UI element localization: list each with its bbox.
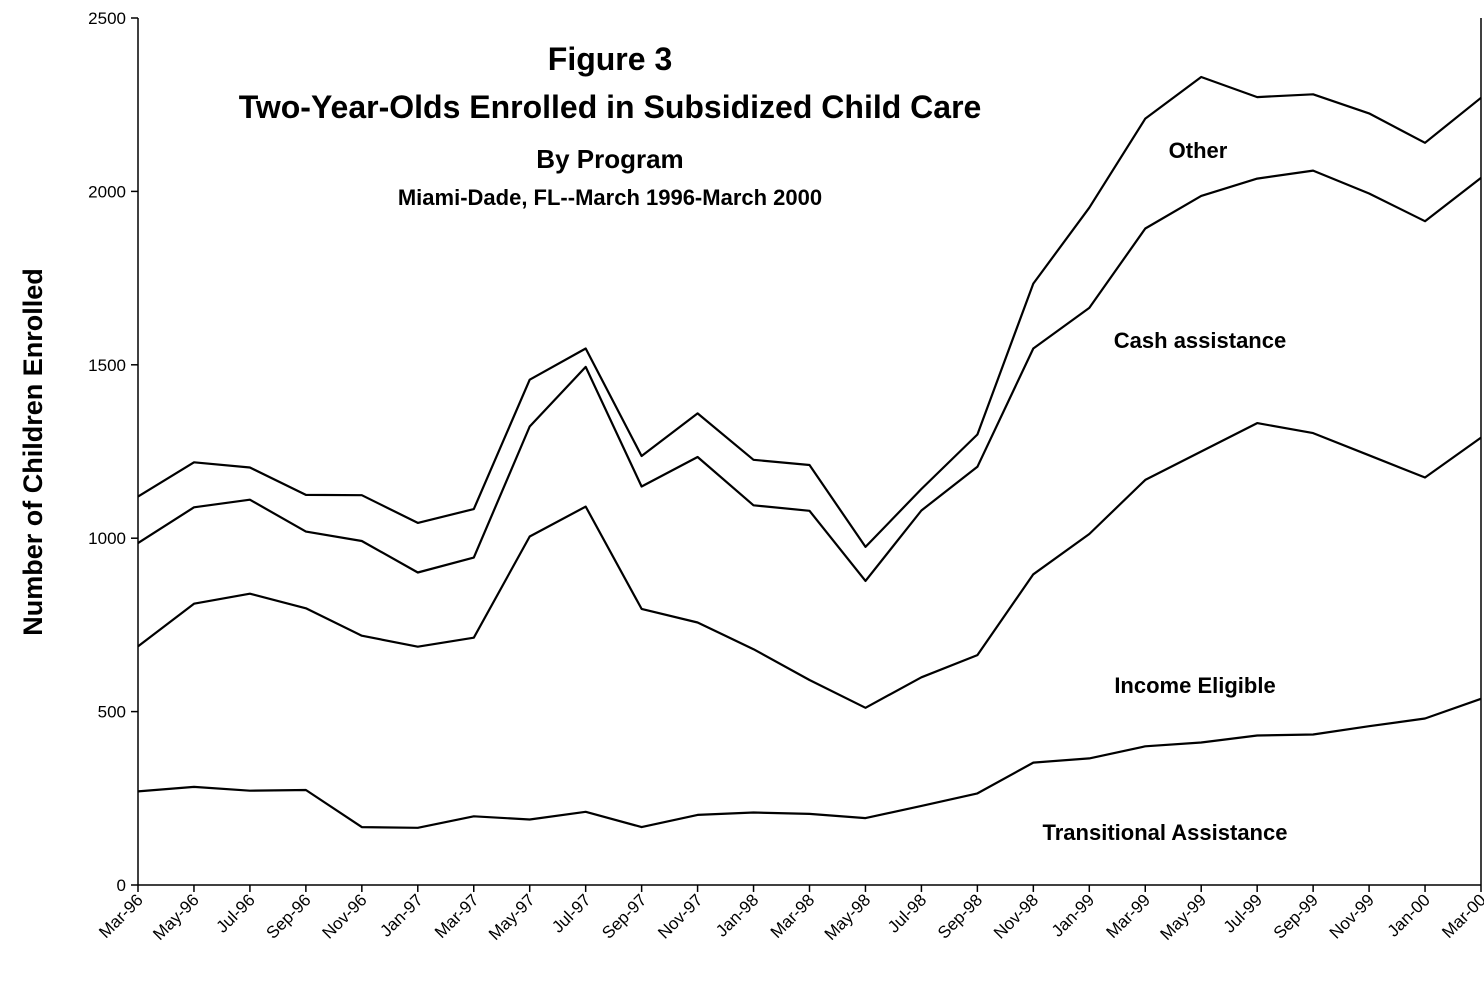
series-label-transitional-assistance: Transitional Assistance	[1043, 820, 1288, 845]
x-tick-label: Sep-97	[598, 890, 650, 942]
y-tick-label: 500	[98, 703, 126, 722]
y-tick-label: 1000	[88, 529, 126, 548]
series-line-transitional-assistance	[137, 697, 1482, 829]
x-tick-label: Jan-00	[1384, 890, 1434, 940]
x-tick-label: Mar-97	[431, 890, 483, 942]
series-label-income-eligible: Income Eligible	[1114, 673, 1275, 698]
y-tick-label: 1500	[88, 356, 126, 375]
x-tick-label: Nov-98	[990, 890, 1042, 942]
x-tick-label: May-99	[1157, 890, 1211, 944]
series-line-other	[137, 75, 1482, 549]
chart-subtitle-1: Two-Year-Olds Enrolled in Subsidized Chi…	[239, 89, 982, 125]
x-tick-label: Sep-96	[262, 890, 314, 942]
x-tick-label: Jan-97	[376, 890, 426, 940]
x-tick-label: Nov-96	[318, 890, 370, 942]
x-tick-label: Sep-99	[1270, 890, 1322, 942]
series-label-other: Other	[1169, 138, 1228, 163]
y-tick-label: 0	[117, 876, 126, 895]
x-tick-label: Jul-97	[548, 890, 594, 936]
chart-subtitle-2: By Program	[536, 144, 683, 174]
x-tick-label: Sep-98	[934, 890, 986, 942]
x-tick-label: Mar-98	[767, 890, 819, 942]
y-axis-title: Number of Children Enrolled	[18, 268, 48, 636]
x-tick-label: Mar-96	[95, 890, 147, 942]
series-labels: Transitional Assistance Income Eligible Ca…	[1043, 138, 1288, 845]
series-lines	[137, 75, 1482, 829]
x-tick-label: Jul-96	[213, 890, 259, 936]
x-tick-label: May-97	[485, 890, 539, 944]
x-tick-label: Jan-98	[712, 890, 762, 940]
x-tick-label: Nov-99	[1326, 890, 1378, 942]
chart-title: Figure 3	[548, 41, 672, 77]
x-tick-label: Jan-99	[1048, 890, 1098, 940]
x-tick-label: May-98	[821, 890, 875, 944]
x-tick-label: Jul-98	[884, 890, 930, 936]
x-tick-label: Mar-00	[1438, 890, 1484, 942]
x-tick-label: Mar-99	[1103, 890, 1155, 942]
chart-subtitle-3: Miami-Dade, FL--March 1996-March 2000	[398, 185, 822, 210]
y-tick-label: 2000	[88, 182, 126, 201]
x-tick-label: Jul-99	[1220, 890, 1266, 936]
series-label-cash-assistance: Cash assistance	[1114, 328, 1286, 353]
x-tick-label: May-96	[149, 890, 203, 944]
x-tick-label: Nov-97	[654, 890, 706, 942]
chart-title-group: Figure 3 Two-Year-Olds Enrolled in Subsi…	[239, 41, 982, 210]
series-line-cash-assistance	[137, 169, 1482, 583]
y-tick-label: 2500	[88, 9, 126, 28]
